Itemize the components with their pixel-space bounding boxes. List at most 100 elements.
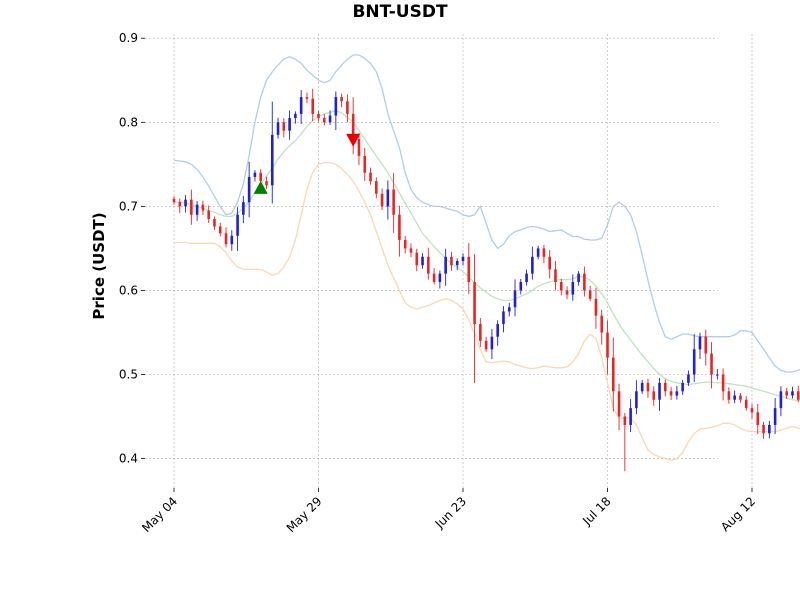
bb-lower-line: [174, 161, 800, 461]
candle-body: [629, 408, 632, 425]
candle-body: [687, 374, 690, 383]
candle-body: [317, 113, 320, 119]
candle-body: [253, 172, 257, 177]
candle-body: [236, 214, 239, 236]
candle-body: [265, 181, 268, 186]
candle-body: [721, 374, 725, 392]
candle-body: [525, 273, 528, 283]
candle-body: [461, 256, 465, 261]
candle-body: [218, 226, 222, 234]
candle-body: [635, 391, 638, 409]
candle-body: [542, 248, 546, 257]
sell-signal-marker: [346, 133, 361, 147]
candle-body: [710, 353, 713, 375]
candle-body: [444, 256, 447, 274]
candle-body: [288, 118, 291, 131]
candle-body: [692, 349, 696, 375]
candle-body: [190, 199, 193, 215]
trade-signals: [253, 133, 361, 194]
candle-body: [184, 199, 187, 207]
candle-body: [554, 269, 557, 283]
candle-body: [398, 214, 401, 240]
y-tick-label: 0.9: [119, 31, 138, 45]
x-tick-label: May 29: [284, 494, 325, 535]
candle-body: [594, 298, 598, 316]
candle-body: [172, 198, 176, 203]
candle-body: [242, 202, 245, 215]
candle-body: [484, 340, 488, 350]
candle-body: [259, 172, 262, 182]
candle-body: [450, 256, 453, 266]
candle-body: [785, 391, 788, 396]
x-tick-label: May 04: [139, 494, 180, 535]
candle-body: [270, 134, 274, 186]
candle-body: [195, 204, 199, 215]
y-tick-label: 0.8: [119, 115, 138, 129]
candle-body: [779, 391, 783, 409]
candle-body: [796, 391, 800, 400]
x-tick-label: Jun 23: [432, 494, 469, 531]
candle-body: [652, 391, 656, 400]
candle-body: [224, 233, 228, 245]
candle-body: [548, 256, 551, 270]
candle-body: [490, 336, 494, 350]
candle-body: [415, 252, 419, 266]
candle-body: [658, 382, 661, 400]
candle-body: [311, 98, 315, 114]
candle-body: [733, 395, 736, 400]
candle-body: [739, 395, 742, 400]
candle-body: [756, 412, 760, 425]
candle-body: [247, 176, 251, 203]
candle-body: [479, 324, 482, 341]
candle-body: [762, 424, 765, 434]
candle-body: [588, 290, 592, 299]
candle-body: [363, 155, 367, 173]
candle-body: [502, 311, 505, 325]
candle-body: [565, 290, 569, 295]
candle-body: [669, 391, 673, 396]
candle-body: [375, 181, 378, 194]
buy-signal-marker: [253, 180, 268, 194]
candle-body: [403, 239, 407, 249]
candle-body: [340, 97, 343, 102]
candle-body: [791, 391, 794, 396]
candle-body: [727, 391, 731, 400]
candle-body: [600, 315, 604, 333]
candle-body: [496, 324, 499, 337]
candle-body: [357, 139, 361, 156]
candle-body: [519, 282, 523, 291]
y-tick-label: 0.7: [119, 199, 138, 213]
candle-body: [571, 282, 575, 295]
grid-lines: [145, 34, 753, 488]
candle-body: [704, 336, 708, 354]
candle-body: [675, 391, 679, 396]
candle-body: [513, 290, 517, 308]
candle-body: [386, 189, 390, 207]
candle-body: [681, 382, 684, 392]
candle-body: [455, 261, 459, 266]
candle-body: [276, 122, 280, 135]
candle-body: [369, 172, 372, 182]
axes: 0.4 0.5 0.6 0.7 0.8 0.9 May 04 May 29 Jun 23 Jul …: [119, 31, 758, 535]
candle-body: [640, 382, 644, 392]
bb-upper-line: [173, 54, 800, 373]
candle-body: [294, 113, 297, 119]
candle-body: [346, 101, 349, 114]
candle-body: [617, 391, 621, 417]
y-tick-label: 0.5: [119, 368, 138, 382]
candle-body: [427, 256, 430, 274]
candle-body: [646, 382, 650, 392]
candle-body: [768, 424, 771, 434]
candle-body: [207, 210, 210, 219]
chart-title: BNT-USDT: [352, 2, 447, 22]
candle-body: [213, 218, 216, 227]
x-tick-label: Aug 12: [718, 494, 758, 534]
candle-body: [328, 115, 332, 123]
candle-body: [392, 189, 395, 215]
candle-body: [531, 256, 534, 274]
candle-body: [664, 382, 667, 392]
y-tick-label: 0.4: [119, 452, 138, 466]
candle-body: [305, 97, 309, 99]
candle-body: [750, 408, 754, 413]
